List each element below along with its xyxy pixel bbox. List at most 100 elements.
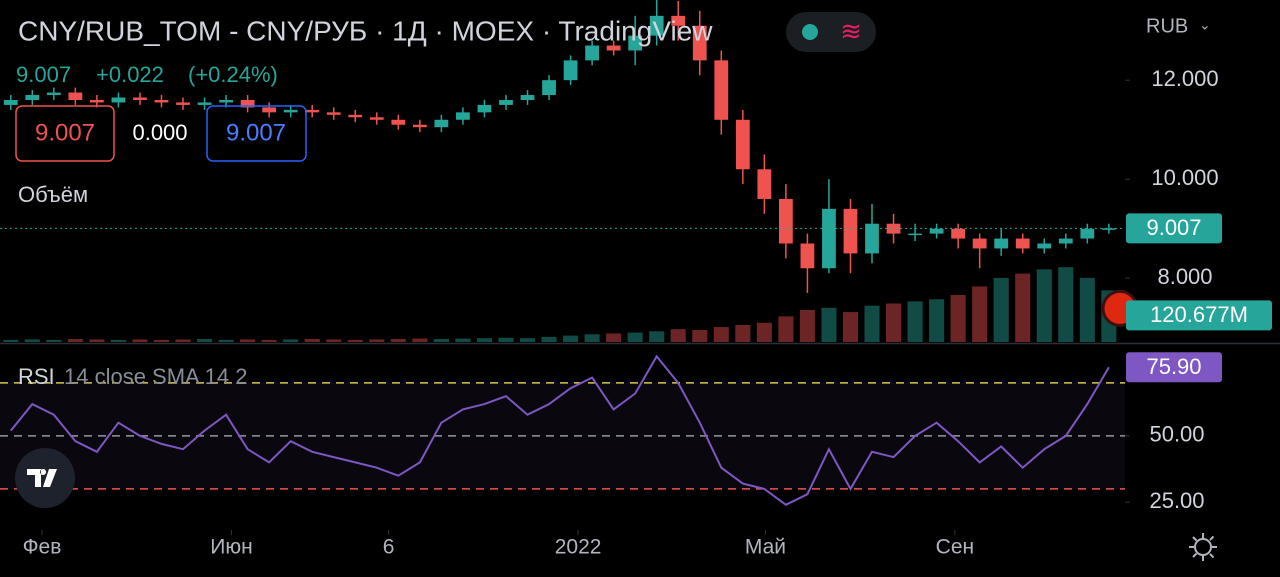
candle-body [133, 97, 147, 100]
volume-bar [369, 339, 385, 342]
candle-body [908, 233, 922, 236]
candle-body [477, 104, 492, 113]
volume-bar [864, 305, 880, 342]
plot-area: 8.000 10.000 12.000 Фев Июн 6 2022 Май Сен 9.007 1… [0, 0, 1280, 559]
candle-body [391, 119, 406, 125]
candle-body [305, 109, 320, 113]
candle-body [456, 112, 470, 120]
volume-bar [132, 339, 148, 342]
volume-bar [261, 339, 277, 342]
candle-body [68, 92, 83, 100]
rsi-params: 14 close SMA 14 2 [64, 364, 247, 389]
candle-body [800, 243, 815, 269]
volume-bar [89, 339, 105, 342]
chart-title: CNY/RUB_TOM - CNY/РУБ · 1Д · MOEX · Trad… [18, 15, 713, 46]
volume-bar [821, 307, 837, 342]
candle-body [1080, 228, 1095, 239]
y-tick-label: 10.000 [1151, 165, 1218, 190]
candle-body [649, 15, 664, 36]
candle-body [520, 95, 535, 100]
candle-body [542, 80, 556, 96]
volume-bar [433, 339, 449, 342]
candle-body [778, 198, 793, 244]
candle-body [951, 228, 966, 239]
volume-bar [1058, 267, 1074, 342]
volume-bar [1036, 269, 1052, 342]
candle-body [735, 119, 750, 170]
candle-body [240, 99, 255, 108]
x-tick-label: Фев [23, 536, 62, 559]
candle-body [865, 223, 879, 254]
price-tag: 9.007 [1146, 215, 1201, 240]
settings-icon[interactable] [1194, 538, 1212, 556]
volume-bar [153, 339, 170, 342]
volume-bar [1015, 273, 1031, 342]
ohlc-box: 0.000 [132, 120, 187, 145]
x-tick-label: Май [745, 536, 786, 559]
volume-bar [476, 338, 492, 342]
volume-bar [584, 334, 600, 342]
volume-bar [649, 331, 665, 342]
candle-body [1101, 228, 1116, 230]
box-frame [15, 105, 115, 162]
candle-body [262, 107, 277, 113]
candle-body [822, 208, 836, 269]
status-dot [802, 24, 818, 40]
volume-bar [670, 329, 686, 342]
candle-body [176, 102, 190, 105]
settings-rays [1189, 533, 1217, 561]
candle-body [154, 99, 169, 103]
rsi-y-tick-label: 50.00 [1149, 422, 1204, 447]
volume-bar [175, 339, 191, 342]
volume-bar [67, 339, 83, 342]
volume-bar [197, 339, 213, 342]
y-tick-label: 8.000 [1157, 264, 1212, 289]
volume-bar [283, 339, 299, 342]
volume-label: Объём [18, 182, 88, 207]
logo[interactable] [15, 448, 75, 508]
volume-bar [993, 277, 1009, 342]
rsi-tag-bg [1126, 352, 1222, 383]
price-change: +0.022 [96, 62, 164, 87]
volume-bar [541, 336, 557, 342]
box-frame [206, 105, 307, 162]
candle-body [197, 102, 212, 105]
price-tag-bg [1126, 213, 1222, 244]
candle-body [219, 99, 233, 103]
candle-body [1015, 238, 1030, 249]
x-tick-label: 2022 [555, 536, 602, 559]
volume-bar [455, 338, 471, 342]
candle-body [111, 97, 126, 103]
candle-body [283, 109, 298, 113]
candle-body [90, 99, 104, 103]
volume-bar [1079, 277, 1095, 342]
candle-body [326, 112, 341, 115]
currency[interactable]: RUB [1146, 15, 1188, 37]
candle-body [369, 117, 384, 120]
ohlc-box: 9.007 [226, 119, 286, 146]
volume-bar [799, 309, 815, 342]
rsi-name: RSI [18, 364, 55, 389]
candle-body [499, 99, 513, 105]
candle-body [563, 60, 578, 81]
volume-bar [692, 330, 708, 342]
wave-icon: ≋ [840, 16, 862, 46]
status-pill[interactable] [786, 12, 876, 52]
volume-bar [950, 294, 966, 342]
rsi-line [10, 354, 1110, 506]
candle-body [46, 92, 61, 96]
candle-body [714, 60, 729, 120]
candle-body [3, 99, 18, 105]
candle-body [757, 169, 772, 199]
candle-body [929, 228, 944, 234]
volume-bar [519, 338, 536, 342]
y-tick-label: 12.000 [1151, 66, 1218, 91]
ohlc-box: 9.007 [35, 119, 95, 146]
volume-bar [907, 301, 923, 342]
candle-body [843, 208, 858, 254]
volume-bar [218, 339, 234, 342]
volume-tag: 120.677M [1150, 302, 1248, 327]
candle-body [628, 35, 643, 51]
candle-body [671, 15, 686, 26]
